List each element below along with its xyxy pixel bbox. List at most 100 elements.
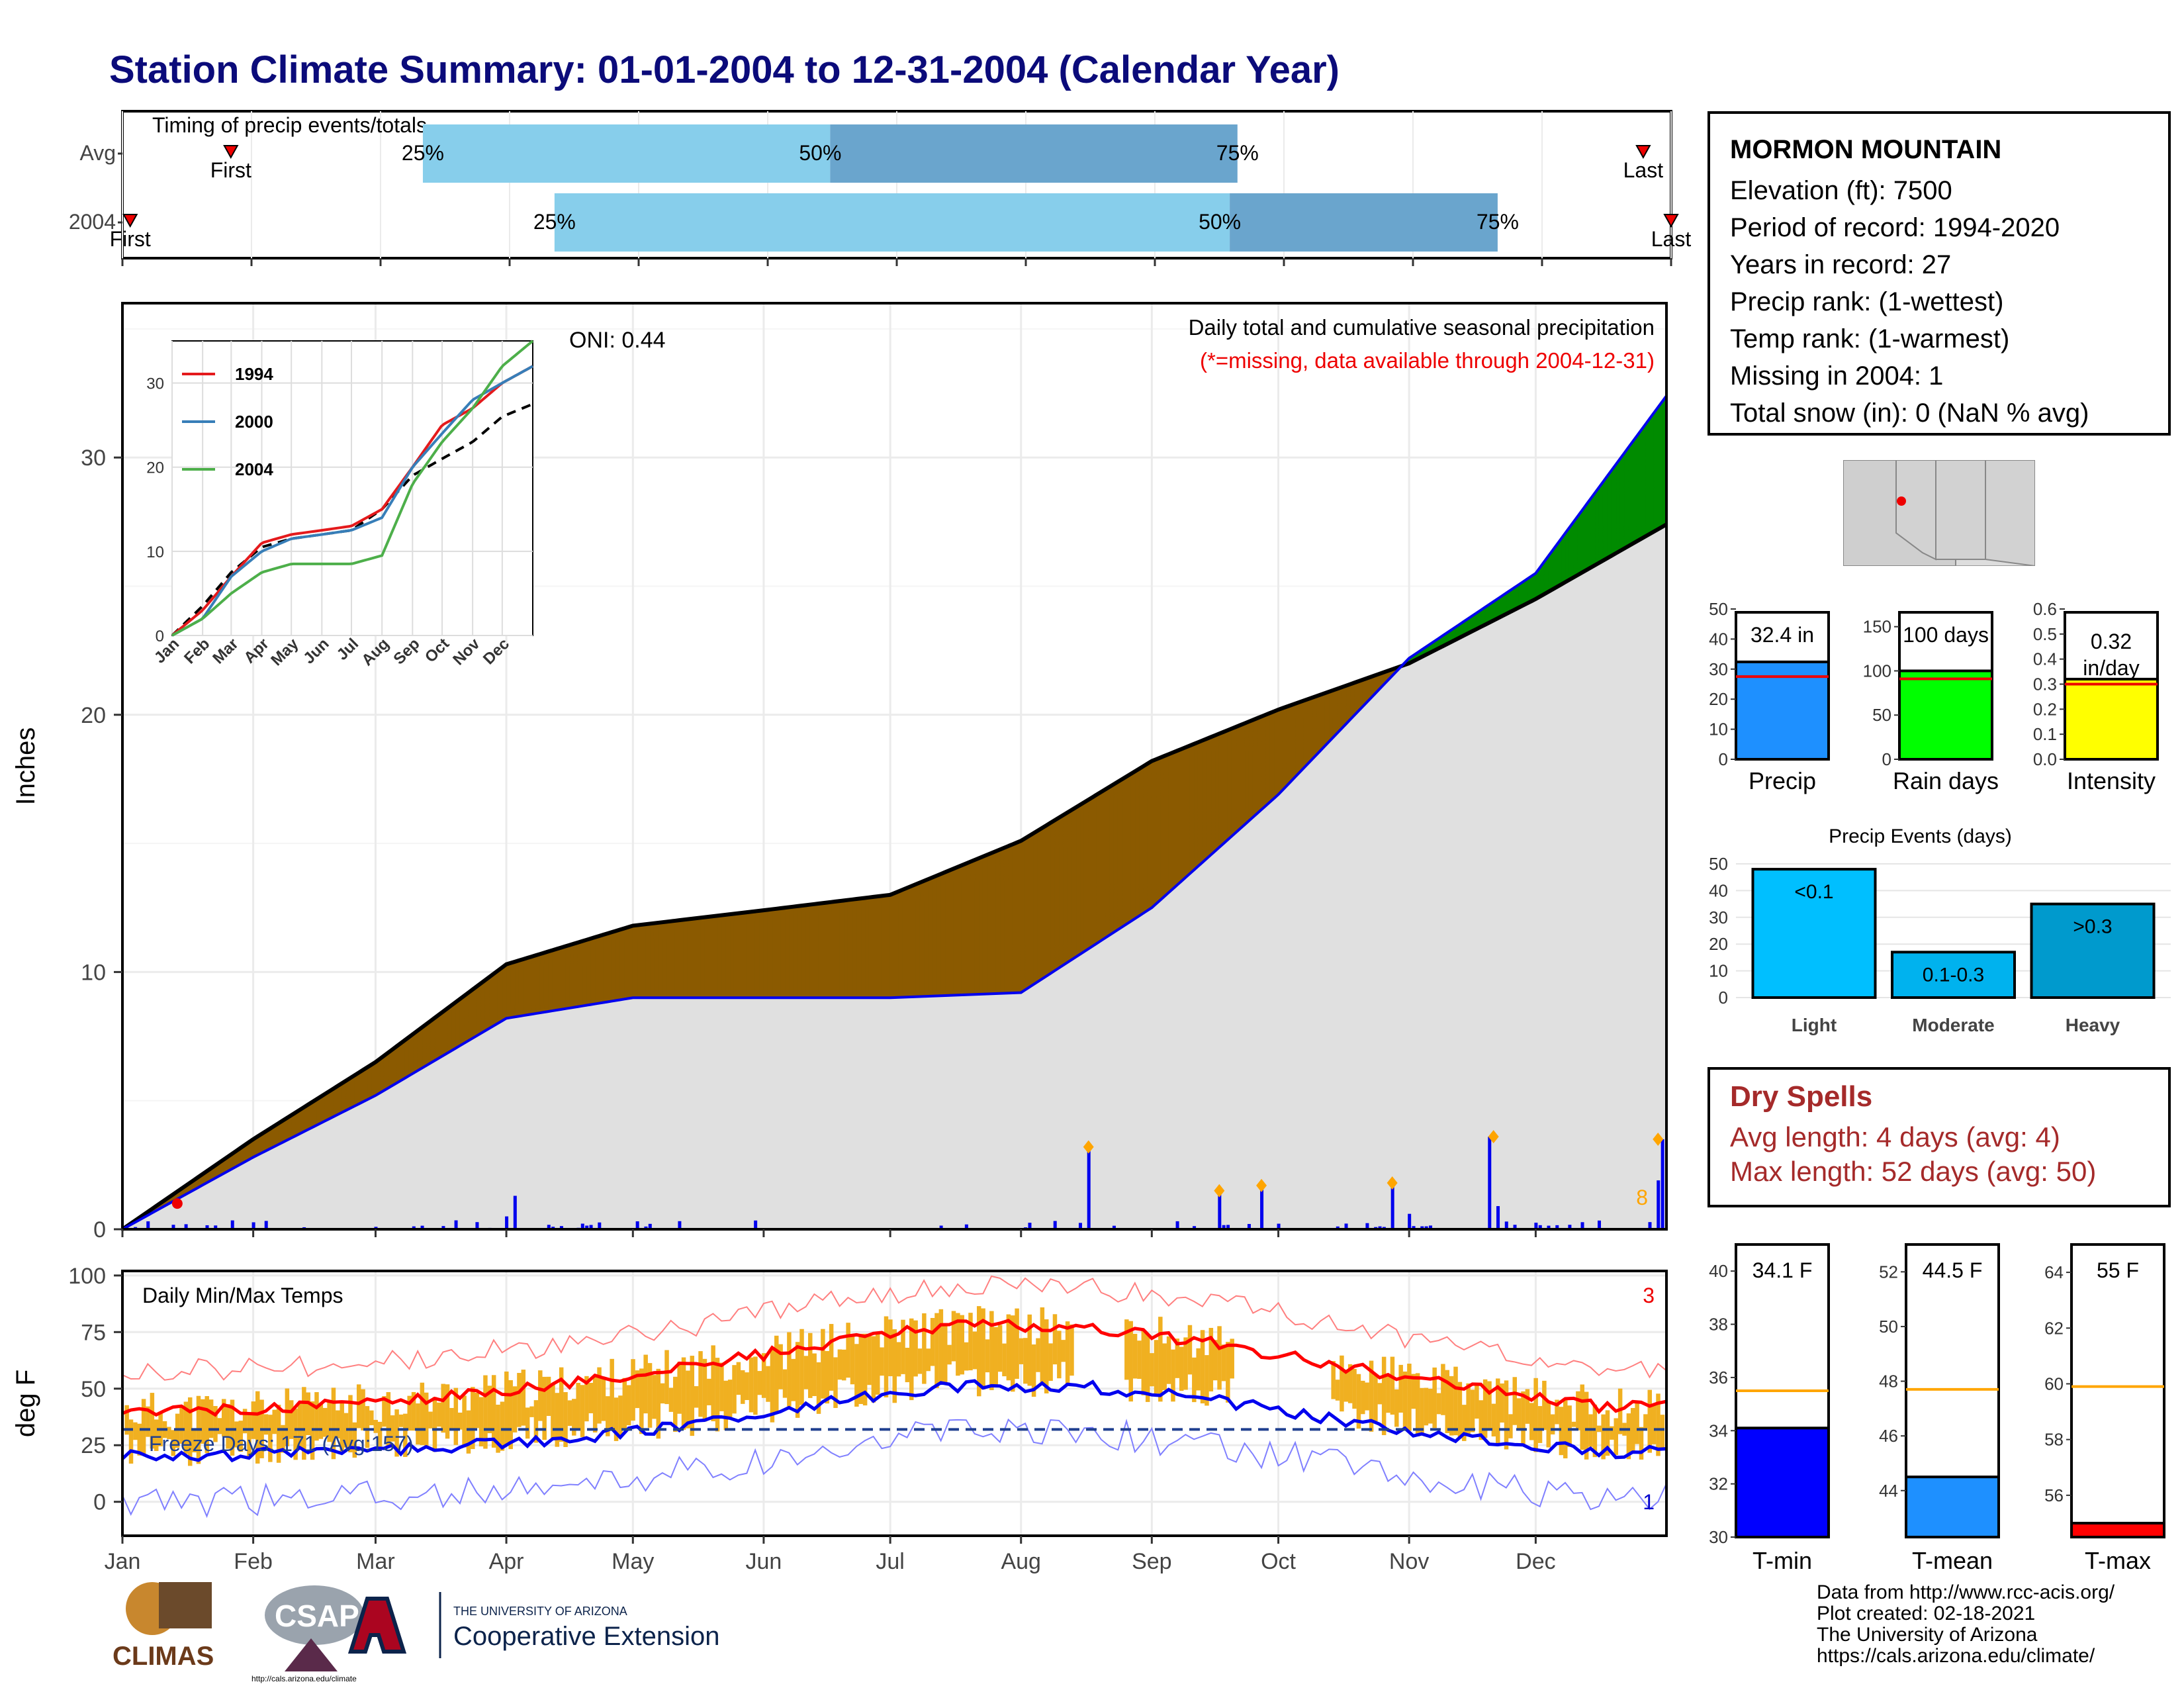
daily-precip-bar (589, 1225, 593, 1229)
daily-temp-bar (989, 1311, 994, 1391)
daily-temp-bar (1145, 1334, 1150, 1402)
daily-temp-bar (141, 1399, 146, 1456)
daily-temp-bar (1226, 1342, 1230, 1403)
daily-temp-bar (601, 1378, 606, 1421)
daily-temp-bar (711, 1345, 715, 1422)
daily-temp-bar (871, 1336, 876, 1403)
daily-temp-bar (394, 1409, 399, 1457)
daily-temp-bar (205, 1396, 209, 1454)
daily-temp-bar (732, 1365, 737, 1414)
daily-temp-bar (1537, 1406, 1543, 1443)
daily-temp-bar (1521, 1391, 1525, 1445)
daily-temp-bar (538, 1370, 543, 1421)
precip-events-chart: Precip Events (days) 0 10 20 30 40 50 <0.1 Light… (1709, 825, 2171, 1035)
daily-temp-bar (483, 1375, 488, 1449)
daily-precip-bar (441, 1226, 445, 1229)
summary-ytick-label: 48 (1879, 1372, 1898, 1391)
daily-temp-bar (1643, 1414, 1648, 1429)
daily-temp-bar (1656, 1393, 1661, 1456)
summary-ytick-label: 30 (1709, 1527, 1728, 1547)
daily-temp-bar (1377, 1383, 1383, 1405)
daily-precip-bar (678, 1221, 682, 1229)
precip-ytick-label: 20 (81, 703, 106, 728)
inset-legend-label: 2004 (235, 459, 273, 479)
extreme-precip-marker (1214, 1184, 1225, 1197)
summary-bar-label: T-mean (1912, 1547, 1993, 1574)
daily-temp-bar (331, 1387, 336, 1460)
summary-value-label: 34.1 F (1752, 1258, 1813, 1282)
daily-temp-bar (445, 1384, 450, 1439)
timing-p75-label: 75% (1216, 141, 1259, 165)
temp-ylabel: deg F (11, 1370, 40, 1437)
daily-temp-bar (508, 1380, 513, 1450)
daily-precip-bar (754, 1220, 758, 1229)
daily-temp-bar (862, 1333, 868, 1406)
daily-temp-bar (1356, 1374, 1361, 1429)
daily-temp-bar (677, 1362, 682, 1414)
event-category-label: Moderate (1912, 1015, 1994, 1035)
daily-temp-bar (1610, 1426, 1614, 1440)
daily-temp-bar (1352, 1368, 1357, 1409)
daily-temp-bar (314, 1392, 319, 1441)
daily-temp-bar (1424, 1387, 1429, 1426)
average-cumulative-line (121, 522, 1668, 1231)
daily-precip-bar (1488, 1137, 1492, 1229)
summary-bar (1905, 1476, 2000, 1538)
daily-temp-bar (951, 1311, 956, 1362)
precip-ytick-label: 30 (81, 445, 106, 471)
summary-ytick-label: 0.5 (2033, 624, 2057, 644)
daily-temp-bar (968, 1313, 973, 1371)
summary-ytick-label: 0 (1882, 749, 1891, 769)
daily-precip-bar (230, 1220, 234, 1229)
daily-temp-bar (597, 1367, 602, 1424)
daily-temp-bar (1487, 1381, 1492, 1429)
daily-precip-bar (1504, 1221, 1508, 1229)
summary-value-label: 0.32 (2091, 630, 2132, 653)
daily-temp-bar (985, 1339, 990, 1373)
daily-precip-bar (1247, 1224, 1251, 1229)
climas-box-icon (159, 1582, 212, 1628)
daily-temp-bar (1432, 1367, 1437, 1429)
timing-bar-q1 (554, 193, 1230, 252)
summary-ytick-label: 150 (1863, 617, 1891, 637)
daily-temp-bar (694, 1386, 699, 1408)
temp-ytick-label: 75 (81, 1320, 106, 1345)
timing-bar-q1 (422, 124, 831, 183)
daily-precip-bar (1390, 1183, 1394, 1229)
daily-temp-bar (187, 1397, 193, 1466)
daily-temp-bar (475, 1392, 479, 1429)
daily-temp-bar (618, 1395, 623, 1436)
avg-min-line (121, 1379, 1667, 1463)
daily-precip-bar (1365, 1223, 1369, 1229)
daily-temp-bar (1516, 1398, 1522, 1431)
daily-temp-bar (500, 1401, 505, 1451)
record-max-line (122, 1275, 1667, 1381)
daily-temp-bar (736, 1362, 741, 1395)
daily-temp-bar (715, 1358, 720, 1432)
daily-temp-bar (1647, 1389, 1653, 1453)
daily-temp-bar (285, 1388, 290, 1446)
daily-precip-bar (1568, 1225, 1572, 1229)
daily-temp-bar (930, 1318, 935, 1366)
daily-precip-bar (1226, 1225, 1230, 1229)
daily-temp-bar (926, 1348, 931, 1372)
daily-temp-bar (398, 1414, 404, 1427)
daily-temp-bar (888, 1319, 893, 1376)
daily-temp-bar (791, 1358, 796, 1401)
timing-p50-label: 50% (1199, 210, 1241, 234)
daily-temp-bar (1196, 1348, 1201, 1391)
daily-temp-bar (361, 1389, 365, 1430)
avg-max-line (122, 1319, 1667, 1417)
daily-temp-bar (517, 1373, 522, 1427)
daily-precip-bar (1175, 1221, 1179, 1229)
daily-temp-bar (993, 1327, 998, 1385)
daily-temp-bar (656, 1368, 661, 1439)
daily-temp-bar (179, 1407, 184, 1444)
daily-temp-bar (1162, 1343, 1167, 1390)
precip-chart: 0 10 20 30 Inches Daily total and cumulative … (11, 302, 1668, 1243)
events-ytick-label: 40 (1709, 880, 1728, 900)
summary-ytick-label: 0.2 (2033, 699, 2057, 719)
daily-temp-bar (639, 1368, 644, 1434)
daily-precip-bar (964, 1224, 968, 1229)
daily-precip-bar (1087, 1147, 1091, 1229)
